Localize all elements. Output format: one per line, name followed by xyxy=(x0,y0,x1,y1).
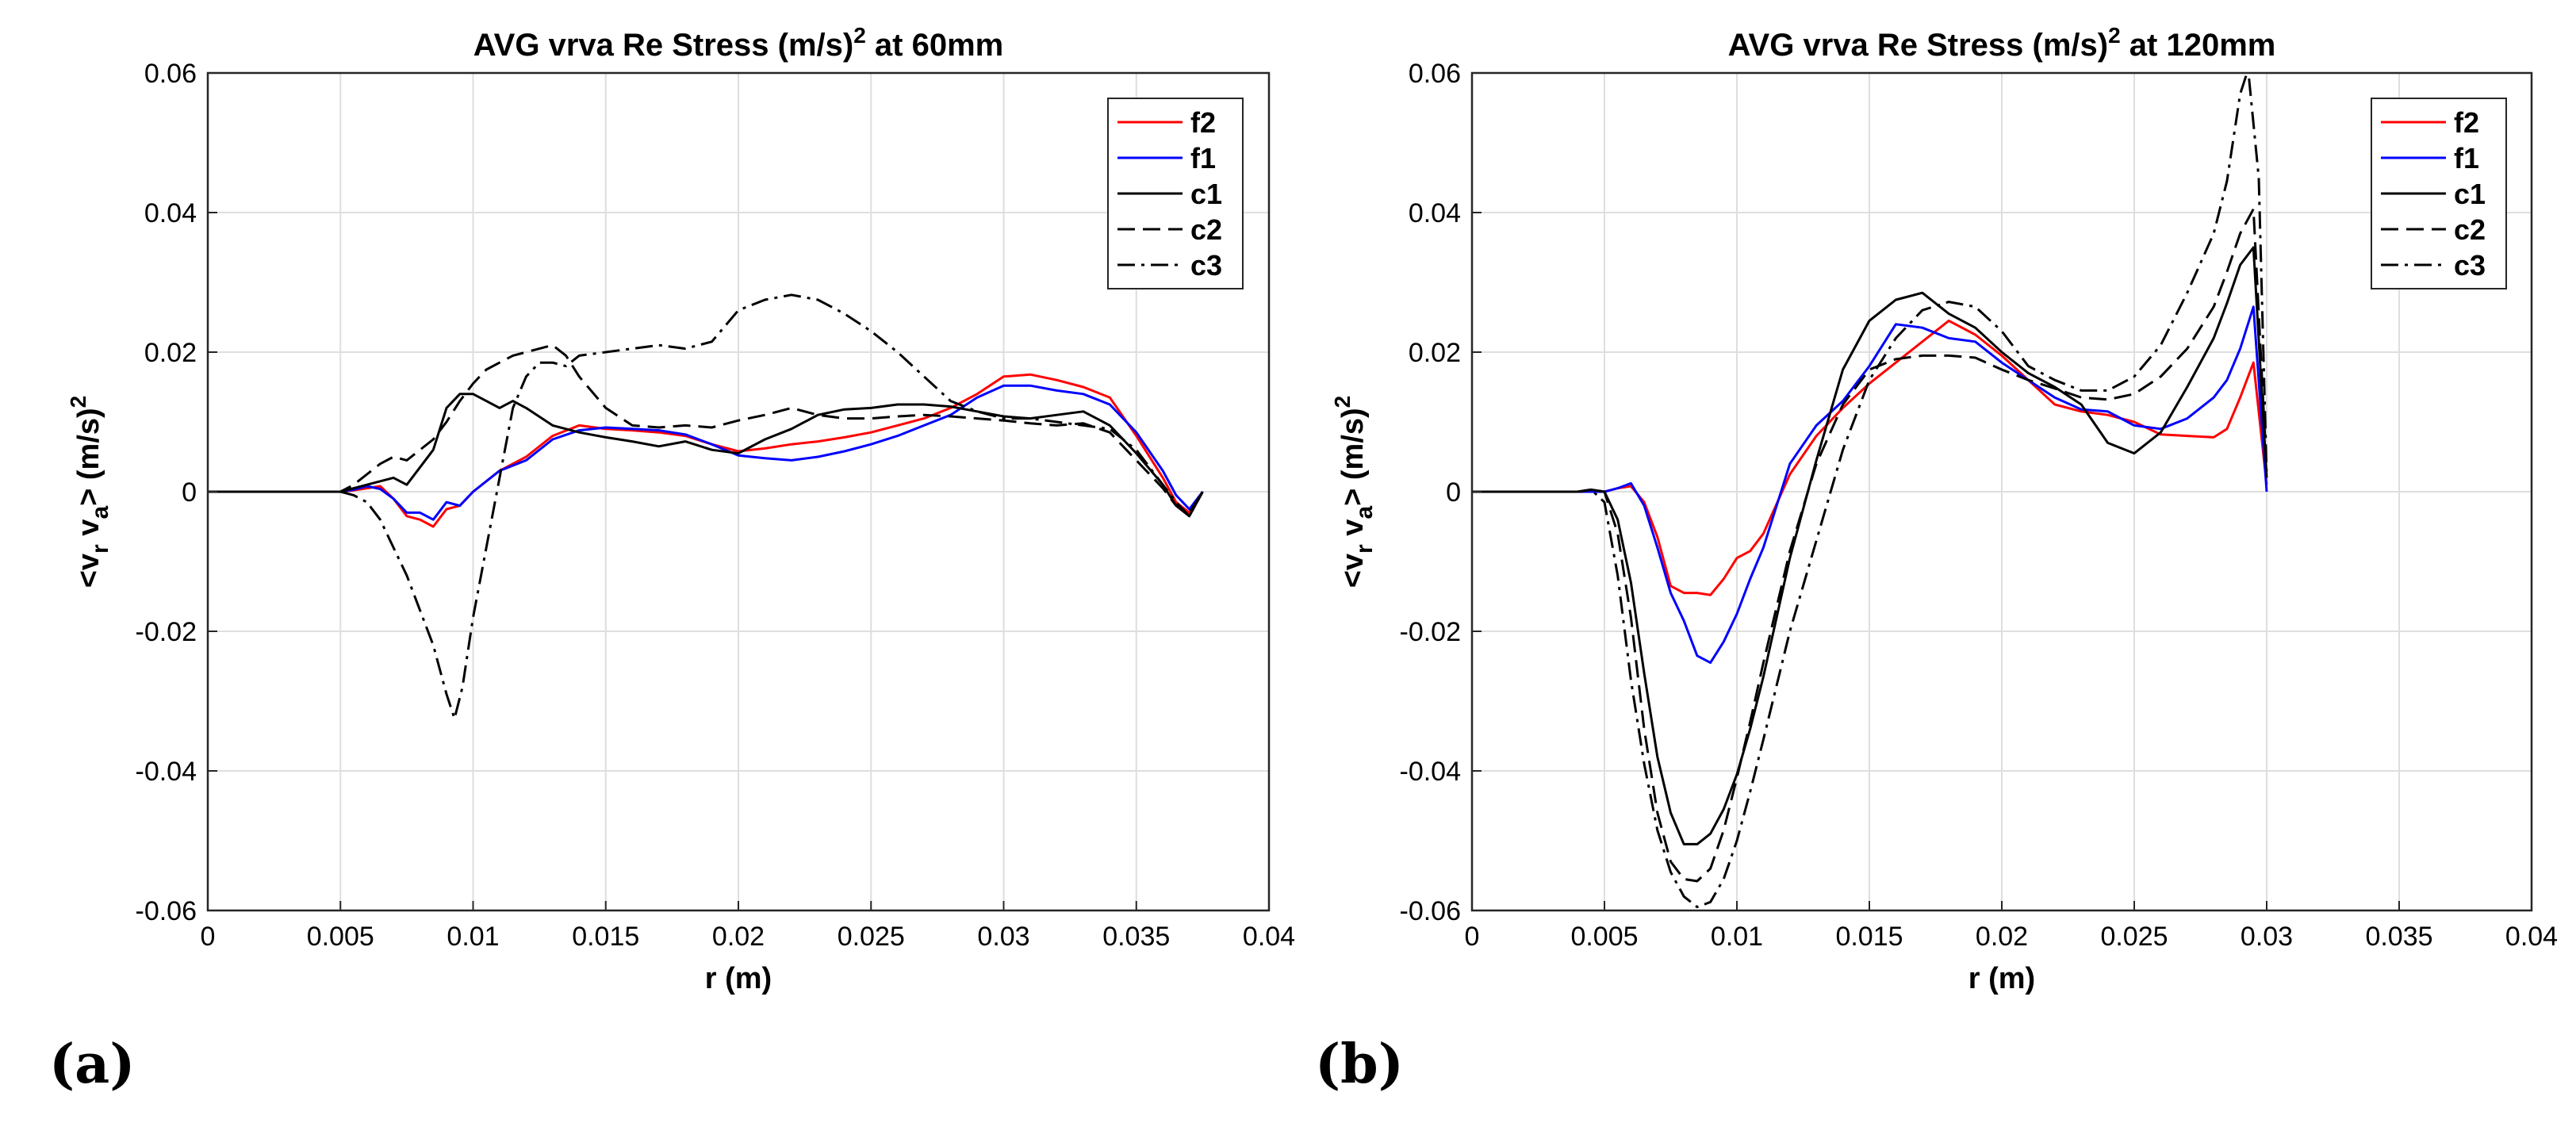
legend-label-c3: c3 xyxy=(1190,249,1222,282)
x-tick-label: 0.025 xyxy=(838,922,905,952)
x-tick-label: 0.035 xyxy=(1102,922,1170,952)
y-tick-label: 0.06 xyxy=(1409,59,1461,89)
legend-label-c1: c1 xyxy=(1190,178,1222,210)
x-tick-label: 0.04 xyxy=(1243,922,1295,952)
legend-label-f1: f1 xyxy=(2454,142,2479,174)
series-line-c1 xyxy=(208,393,1204,518)
x-tick-label: 0.02 xyxy=(712,922,765,952)
legend-label-f1: f1 xyxy=(1190,142,1216,174)
series-line-f2 xyxy=(1472,319,2268,596)
series-line-c2 xyxy=(1472,208,2268,883)
series-line-f1 xyxy=(208,384,1204,521)
y-tick-label: -0.02 xyxy=(1400,617,1462,647)
x-tick-label: 0.03 xyxy=(2241,922,2293,952)
x-axis-label: r (m) xyxy=(1968,962,2035,995)
legend-label-c1: c1 xyxy=(2454,178,2486,210)
y-tick-label: 0.02 xyxy=(1409,338,1461,368)
panel-label-a: (a) xyxy=(49,1033,136,1096)
x-tick-label: 0.005 xyxy=(307,922,374,952)
x-axis-label: r (m) xyxy=(705,962,772,995)
legend-label-c2: c2 xyxy=(1190,213,1222,246)
x-tick-label: 0 xyxy=(201,922,216,952)
x-tick-label: 0.04 xyxy=(2505,922,2558,952)
x-tick-label: 0.005 xyxy=(1570,922,1638,952)
x-tick-label: 0.035 xyxy=(2365,922,2432,952)
y-axis-label: <vr va> (m/s)2 xyxy=(1330,396,1378,588)
y-tick-label: -0.06 xyxy=(136,896,197,926)
series-line-c1 xyxy=(1472,246,2268,845)
x-tick-label: 0.01 xyxy=(1711,922,1763,952)
y-tick-label: -0.06 xyxy=(1400,896,1462,926)
series-line-f1 xyxy=(1472,305,2268,665)
x-tick-label: 0.03 xyxy=(977,922,1029,952)
x-tick-label: 0.02 xyxy=(1976,922,2028,952)
y-tick-label: 0 xyxy=(182,477,197,508)
chart-title: AVG vrva Re Stress (m/s)2 at 120mm xyxy=(1728,23,2276,63)
legend-label-c2: c2 xyxy=(2454,213,2486,246)
y-axis-label: <vr va> (m/s)2 xyxy=(66,396,113,588)
chart-panel-a: 0 0.005 0.01 0.015 0.02 0.025 0.03 0.035 0.04 -0.… xyxy=(66,23,1295,995)
chart-panel-b: 0 0.005 0.01 0.015 0.02 0.025 0.03 0.035 0.04 -0.… xyxy=(1330,23,2558,995)
y-tick-label: -0.02 xyxy=(136,617,197,647)
x-tick-label: 0.01 xyxy=(447,922,499,952)
y-tick-label: 0.04 xyxy=(144,198,197,228)
x-tick-label: 0.025 xyxy=(2100,922,2168,952)
x-tick-label: 0.015 xyxy=(572,922,639,952)
legend-label-c3: c3 xyxy=(2454,249,2486,282)
y-tick-label: 0 xyxy=(1446,477,1461,508)
legend-label-f2: f2 xyxy=(1190,106,1216,139)
x-tick-label: 0 xyxy=(1465,922,1480,952)
series-group xyxy=(208,293,1204,720)
x-tick-label: 0.015 xyxy=(1835,922,1903,952)
panel-label-b: (b) xyxy=(1315,1033,1404,1096)
series-line-c3 xyxy=(208,293,1204,720)
y-tick-label: -0.04 xyxy=(1400,757,1462,787)
legend-label-f2: f2 xyxy=(2454,106,2479,139)
y-tick-label: 0.02 xyxy=(144,338,197,368)
y-tick-label: -0.04 xyxy=(136,757,197,787)
series-group xyxy=(1472,73,2268,909)
y-tick-label: 0.06 xyxy=(144,59,197,89)
series-line-c3 xyxy=(1472,73,2268,909)
series-line-c2 xyxy=(208,343,1204,514)
chart-title: AVG vrva Re Stress (m/s)2 at 60mm xyxy=(473,23,1003,63)
y-tick-label: 0.04 xyxy=(1409,198,1461,228)
